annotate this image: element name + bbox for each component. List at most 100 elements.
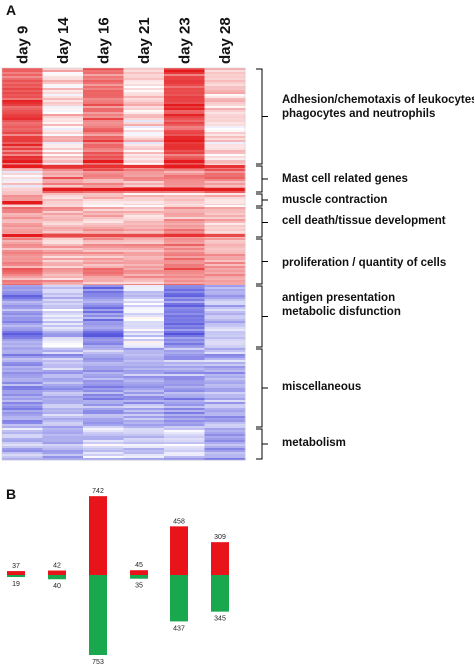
heatmap-cell: [2, 418, 43, 421]
heatmap-cell: [204, 88, 246, 91]
heatmap-cell: [164, 364, 205, 367]
heatmap-cell: [83, 321, 124, 324]
heatmap-cell: [123, 246, 165, 249]
heatmap-cell: [2, 215, 43, 218]
heatmap-cell: [83, 301, 124, 304]
heatmap-cell: [42, 442, 84, 445]
heatmap-cell: [83, 270, 124, 273]
heatmap-cell: [123, 448, 165, 451]
heatmap-cell: [204, 384, 246, 387]
heatmap-cell: [123, 122, 165, 125]
heatmap-cell: [2, 303, 43, 306]
heatmap-cell: [83, 329, 124, 332]
heatmap-cell: [83, 70, 124, 73]
heatmap-cell: [204, 358, 246, 361]
heatmap-cell: [2, 380, 43, 383]
heatmap-cell: [2, 150, 43, 153]
heatmap-cell: [83, 398, 124, 401]
heatmap-cell: [83, 278, 124, 281]
heatmap-cell: [2, 382, 43, 385]
heatmap-cell: [164, 416, 205, 419]
cluster-label-line: phagocytes and neutrophils: [282, 108, 436, 120]
heatmap-cell: [42, 315, 84, 318]
heatmap-cell: [42, 144, 84, 147]
cluster-bracket: [256, 285, 268, 348]
heatmap-cell: [164, 284, 205, 286]
heatmap-cell: [204, 339, 246, 342]
bar-down-label: 35: [135, 583, 143, 590]
heatmap-cell: [204, 258, 246, 261]
heatmap-cell: [123, 68, 165, 71]
heatmap-accent-row: [42, 201, 84, 204]
heatmap-cell: [164, 333, 205, 336]
heatmap-cell: [83, 84, 124, 87]
heatmap-cell: [123, 370, 165, 373]
heatmap-cell: [2, 390, 43, 393]
heatmap-cell: [164, 309, 205, 312]
heatmap-cell: [2, 70, 43, 73]
heatmap-cell: [123, 450, 165, 453]
heatmap-cell: [2, 436, 43, 439]
heatmap-cell: [83, 164, 124, 166]
heatmap-cell: [42, 120, 84, 123]
heatmap-cell: [2, 329, 43, 332]
heatmap-cell: [42, 394, 84, 397]
heatmap-cell: [42, 354, 84, 357]
heatmap-cell: [42, 313, 84, 316]
heatmap-cell: [42, 80, 84, 83]
heatmap-cell: [123, 430, 165, 433]
heatmap-cell: [83, 72, 124, 75]
heatmap-cell: [204, 94, 246, 97]
heatmap-cell: [42, 280, 84, 283]
heatmap-cell: [42, 126, 84, 129]
heatmap-cell: [123, 169, 165, 172]
heatmap-cell: [83, 225, 124, 228]
heatmap-cell: [83, 388, 124, 391]
heatmap-cell: [42, 237, 84, 239]
heatmap-cell: [123, 264, 165, 267]
heatmap-cell: [83, 428, 124, 431]
heatmap-cell: [164, 394, 205, 397]
heatmap-cell: [42, 162, 84, 165]
heatmap-cell: [83, 446, 124, 449]
heatmap-cell: [2, 444, 43, 447]
heatmap-cell: [123, 207, 165, 210]
heatmap-accent-row: [42, 188, 84, 191]
heatmap-cell: [164, 158, 205, 161]
heatmap-cell: [164, 134, 205, 137]
heatmap-cell: [164, 106, 205, 109]
heatmap-cell: [2, 335, 43, 338]
heatmap-cell: [42, 227, 84, 230]
heatmap-cell: [164, 384, 205, 387]
heatmap-cell: [204, 162, 246, 165]
heatmap-cell: [42, 274, 84, 277]
heatmap-cell: [204, 193, 246, 196]
heatmap-cell: [42, 452, 84, 455]
cluster-label: miscellaneous: [282, 380, 361, 394]
heatmap-cell: [204, 456, 246, 459]
heatmap-cell: [164, 130, 205, 133]
heatmap-accent-row: [42, 160, 84, 163]
heatmap-cell: [2, 370, 43, 373]
heatmap-cell: [204, 284, 246, 286]
heatmap-cell: [42, 364, 84, 367]
heatmap-cell: [164, 436, 205, 439]
heatmap-cell: [204, 337, 246, 340]
bar-down-label: 437: [173, 625, 185, 632]
heatmap-cell: [123, 458, 165, 461]
heatmap-cell: [83, 307, 124, 310]
heatmap-cell: [164, 398, 205, 401]
heatmap-cell: [2, 76, 43, 79]
heatmap-cell: [2, 158, 43, 161]
heatmap-cell: [164, 120, 205, 123]
heatmap-cell: [83, 274, 124, 277]
heatmap-cell: [83, 335, 124, 338]
heatmap-cell: [164, 434, 205, 437]
heatmap-cell: [2, 98, 43, 101]
heatmap-cell: [204, 146, 246, 149]
heatmap-cell: [83, 444, 124, 447]
heatmap-cell: [204, 333, 246, 336]
heatmap-accent-row: [2, 201, 43, 204]
day-label: day 28: [217, 17, 234, 64]
heatmap-cell: [2, 272, 43, 275]
